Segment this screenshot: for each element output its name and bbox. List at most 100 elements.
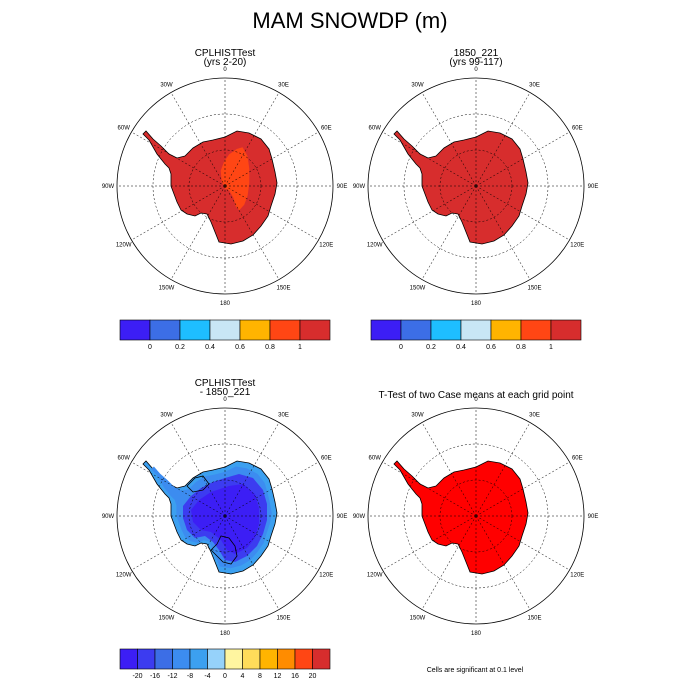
colorbar-tick-label: 0: [399, 344, 403, 351]
colorbar-swatch: [149, 319, 181, 341]
longitude-label: 0: [474, 397, 478, 403]
longitude-label: 150E: [527, 285, 541, 291]
longitude-label: 180: [220, 631, 231, 637]
longitude-label: 120W: [367, 573, 383, 579]
colorbar-swatch: [119, 648, 138, 670]
meridian-line: [475, 461, 570, 517]
colorbar-tick-label: 0.4: [456, 344, 466, 351]
meridian-line: [382, 461, 477, 517]
colorbar-tick-label: 1: [549, 344, 553, 351]
longitude-label: 120W: [367, 243, 383, 249]
colorbar-swatch: [172, 648, 191, 670]
meridian-line: [131, 131, 226, 187]
meridian-line: [421, 515, 477, 610]
longitude-label: 120W: [116, 573, 132, 579]
longitude-label: 30W: [160, 83, 173, 89]
antarctica-significant: [393, 460, 529, 575]
panel-3-title-line-1: CPLHISTTest: [195, 378, 256, 389]
colorbar-swatch: [137, 648, 156, 670]
colorbar-swatch: [520, 319, 552, 341]
map-panel-difference: 0 30E 60E 90E 120E 150E 180 150W 120W 90W 60W 30W: [102, 397, 348, 637]
meridian-line: [224, 185, 319, 241]
meridian-line: [475, 422, 531, 517]
meridian-line: [224, 422, 280, 517]
meridian-line: [382, 131, 477, 187]
longitude-label: 30E: [278, 83, 289, 89]
map-panel-cplhisttest: 0 30E 60E 90E 120E 150E 180 150W 120W 90W 60W 30W: [102, 67, 348, 307]
colorbar-difference: -20 -16 -12 -8 -4 0 4 8 12 16 20: [119, 648, 331, 680]
longitude-label: 30E: [529, 413, 540, 419]
meridian-line: [475, 185, 570, 241]
longitude-label: 120E: [319, 573, 333, 579]
meridian-line: [224, 131, 319, 187]
meridian-line: [382, 515, 477, 571]
colorbar-swatch: [239, 319, 271, 341]
longitude-label: 30W: [411, 413, 424, 419]
meridian-line: [475, 515, 531, 610]
meridian-line: [131, 461, 226, 517]
longitude-label: 120W: [116, 243, 132, 249]
panel-1-title-line-2: (yrs 2-20): [204, 57, 247, 68]
meridian-line: [475, 92, 531, 187]
map-panel-t-test: 0 30E 60E 90E 120E 150E 180 150W 120W 90W 60W 30W: [353, 397, 599, 637]
colorbar-tick-label: 0: [148, 344, 152, 351]
colorbar-tick-label: -12: [167, 673, 177, 680]
colorbar-panel-2: 0 0.2 0.4 0.6 0.8 1: [370, 319, 582, 351]
colorbar-swatch: [400, 319, 432, 341]
colorbar-swatch: [460, 319, 492, 341]
longitude-label: 90E: [337, 514, 348, 520]
longitude-label: 0: [474, 67, 478, 73]
panel-2-title-line-2: (yrs 99-117): [449, 57, 502, 68]
meridian-line: [475, 185, 531, 280]
panel-4-title-line-1: T-Test of two Case means at each grid po…: [378, 390, 573, 401]
longitude-label: 90W: [353, 514, 366, 520]
panel-1-title-line-1: CPLHISTTest: [195, 48, 256, 59]
colorbar-tick-label: 16: [291, 673, 299, 680]
colorbar-swatch: [154, 648, 173, 670]
colorbar-swatch: [207, 648, 226, 670]
longitude-label: 60W: [118, 126, 131, 132]
colorbar-tick-label: 12: [274, 673, 282, 680]
longitude-label: 150E: [276, 285, 290, 291]
colorbar-tick-label: 0.6: [235, 344, 245, 351]
colorbar-tick-label: -20: [132, 673, 142, 680]
meridian-line: [170, 92, 226, 187]
colorbar-swatch: [189, 648, 208, 670]
colorbar-panel-1: 0 0.2 0.4 0.6 0.8 1: [119, 319, 331, 351]
meridian-line: [131, 515, 226, 571]
longitude-label: 60E: [321, 126, 332, 132]
meridian-line: [224, 461, 319, 517]
longitude-label: 60W: [369, 126, 382, 132]
longitude-label: 60E: [572, 126, 583, 132]
panel-3-title-line-2: - 1850_221: [200, 387, 251, 398]
longitude-label: 150E: [276, 615, 290, 621]
colorbar-swatch: [370, 319, 402, 341]
colorbar-swatch: [224, 648, 243, 670]
longitude-label: 60W: [118, 456, 131, 462]
page-title: MAM SNOWDP (m): [252, 8, 448, 33]
colorbar-tick-label: 0: [223, 673, 227, 680]
meridian-line: [170, 515, 226, 610]
meridian-line: [224, 185, 280, 280]
longitude-label: 150W: [410, 615, 426, 621]
longitude-label: 0: [223, 397, 227, 403]
longitude-label: 180: [471, 301, 482, 307]
longitude-label: 90E: [588, 514, 599, 520]
colorbar-swatch: [242, 648, 261, 670]
map-boundary: [116, 407, 334, 625]
longitude-label: 60E: [321, 456, 332, 462]
meridian-line: [131, 185, 226, 241]
map-panel-1850-221: 0 30E 60E 90E 120E 150E 180 150W 120W 90W 60W 30W: [353, 67, 599, 307]
antarctica-fill: [393, 130, 529, 245]
colorbar-swatch: [490, 319, 522, 341]
longitude-label: 180: [220, 301, 231, 307]
colorbar-swatch: [294, 648, 313, 670]
longitude-label: 30W: [160, 413, 173, 419]
colorbar-tick-label: 0.4: [205, 344, 215, 351]
meridian-line: [224, 92, 280, 187]
longitude-label: 60E: [572, 456, 583, 462]
colorbar-swatch: [550, 319, 582, 341]
longitude-label: 30W: [411, 83, 424, 89]
panel-2-title-line-1: 1850_221: [454, 48, 499, 59]
longitude-label: 90E: [588, 184, 599, 190]
